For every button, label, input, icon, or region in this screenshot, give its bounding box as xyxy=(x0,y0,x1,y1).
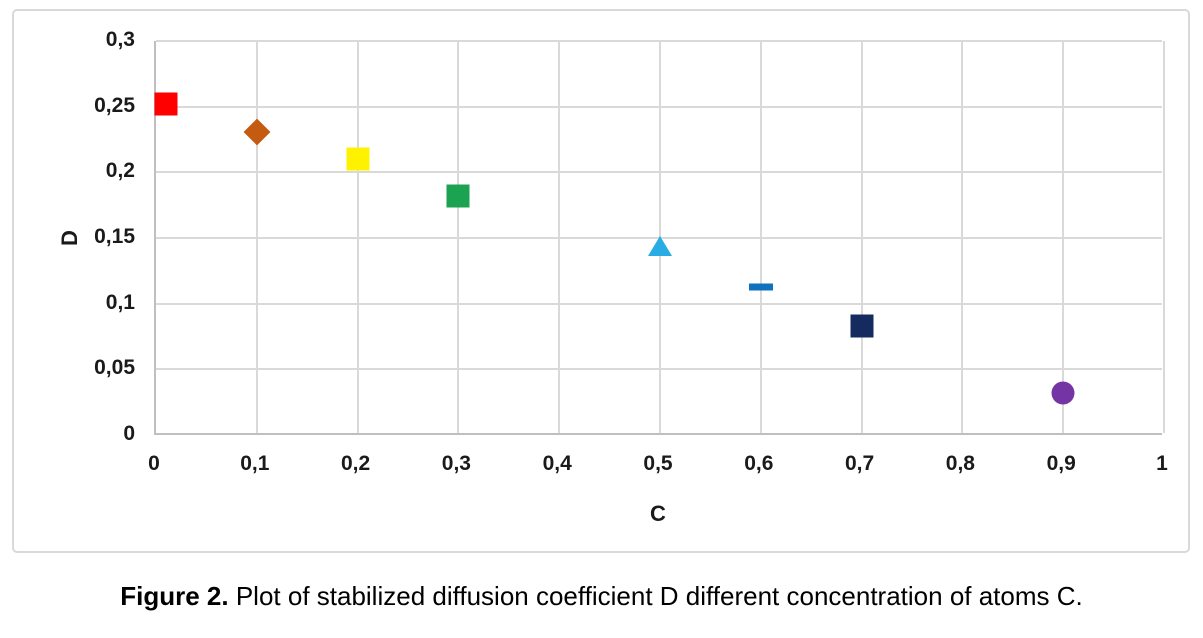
y-tick-label: 0,3 xyxy=(105,28,135,51)
data-point-square xyxy=(154,92,178,116)
x-tick-label: 0,4 xyxy=(542,452,572,475)
y-tick-label: 0,1 xyxy=(105,290,135,314)
figure-caption: Figure 2. Plot of stabilized diffusion c… xyxy=(0,581,1203,612)
gridline-horizontal xyxy=(156,302,1162,305)
y-tick-label: 0,25 xyxy=(94,93,135,117)
data-point-triangle-up xyxy=(648,235,672,256)
x-tick-label: 0,2 xyxy=(340,452,371,475)
y-tick-label: 0 xyxy=(123,422,135,445)
data-point-diamond xyxy=(243,118,271,146)
figure-caption-text: Plot of stabilized diffusion coefficient… xyxy=(235,581,1083,611)
data-point-circle xyxy=(1051,381,1075,405)
data-point-square xyxy=(346,147,370,171)
gridline-horizontal xyxy=(156,105,1162,108)
gridline-vertical xyxy=(1163,41,1165,433)
data-point-square xyxy=(446,184,470,208)
x-tick-label: 0,1 xyxy=(240,452,270,475)
data-point-square xyxy=(850,314,874,338)
gridline-horizontal xyxy=(156,368,1162,371)
x-tick-label: 0,3 xyxy=(441,452,471,475)
x-tick-label: 0,9 xyxy=(1046,452,1076,475)
data-point-dash xyxy=(748,283,773,291)
x-tick-label: 1 xyxy=(1156,452,1168,475)
y-tick-label: 0,05 xyxy=(94,356,135,380)
x-tick-label: 0 xyxy=(148,452,160,475)
y-tick-label: 0,2 xyxy=(105,159,135,183)
x-tick-label: 0,7 xyxy=(844,452,875,475)
y-tick-label: 0,15 xyxy=(94,225,135,248)
gridline-horizontal xyxy=(156,40,1162,42)
chart-frame: D C 0 0,1 0,2 0,3 0,4 0,5 0,6 0,7 0,8 0,9 1 0 0,05 0,… xyxy=(12,9,1190,553)
gridline-horizontal xyxy=(156,171,1162,174)
plot-area xyxy=(154,40,1165,435)
x-tick-label: 0,8 xyxy=(945,452,975,475)
x-tick-label: 0,6 xyxy=(744,452,774,475)
figure-caption-label: Figure 2. xyxy=(120,581,229,611)
x-axis-title: C xyxy=(650,501,666,526)
x-tick-label: 0,5 xyxy=(643,452,673,475)
